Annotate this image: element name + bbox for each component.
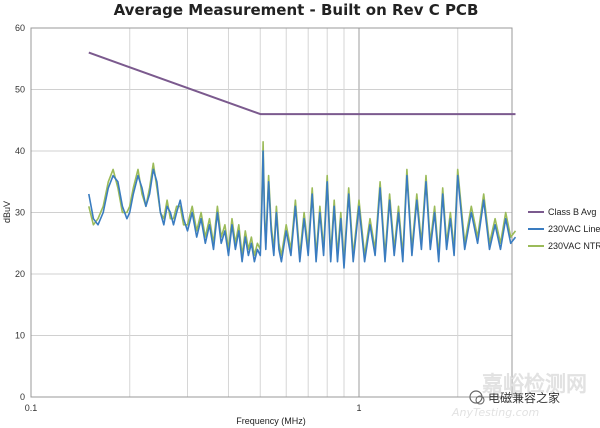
plot-frame (30, 27, 513, 398)
watermark-site-name: 嘉峪检测网 (482, 372, 587, 396)
wechat-icon-dot (475, 395, 485, 405)
x-tick-labels: 0.1 1 (25, 403, 362, 413)
y-tick-labels: 0 10 20 30 40 50 60 (15, 23, 25, 402)
x-tick-label: 0.1 (25, 403, 38, 413)
chart-title: Average Measurement - Built on Rev C PCB (114, 1, 479, 19)
y-tick-label: 40 (15, 146, 25, 156)
y-tick-label: 60 (15, 23, 25, 33)
series-line-230vac-line (88, 150, 517, 269)
y-axis-label: dBuV (2, 201, 12, 223)
y-tick-label: 20 (15, 269, 25, 279)
x-tick-label: 1 (356, 403, 361, 413)
y-tick-label: 50 (15, 85, 25, 95)
legend-label: Class B Avg (548, 207, 596, 217)
legend: Class B Avg 230VAC Line 230VAC NTRL (528, 207, 600, 251)
watermark-badge-text: 电磁兼容之家 (488, 390, 560, 405)
legend-label: 230VAC Line (548, 224, 600, 234)
x-axis-label: Frequency (MHz) (236, 416, 306, 426)
y-tick-label: 0 (20, 392, 25, 402)
grid (31, 27, 512, 398)
watermark: 电磁兼容之家 嘉峪检测网 AnyTesting.com (451, 372, 587, 419)
wechat-icon (469, 390, 483, 404)
y-tick-label: 30 (15, 208, 25, 218)
series-line-class-b-avg (88, 51, 516, 116)
series-lines (88, 51, 517, 269)
legend-label: 230VAC NTRL (548, 241, 600, 251)
watermark-site-url: AnyTesting.com (451, 406, 539, 419)
y-tick-label: 10 (15, 331, 25, 341)
